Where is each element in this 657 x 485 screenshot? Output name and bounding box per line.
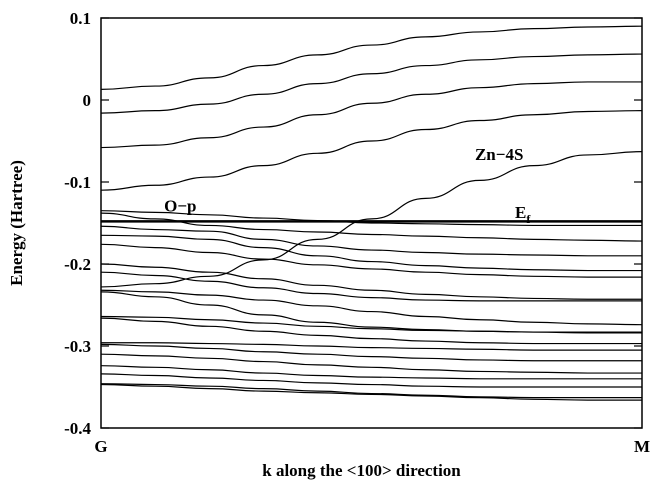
plot-frame (100, 17, 643, 429)
fermi-e-label: E (515, 203, 526, 222)
band-line (100, 353, 642, 374)
band-line (100, 151, 643, 288)
y-tick-label: -0.1 (64, 173, 91, 192)
y-tick-label: -0.2 (64, 255, 91, 274)
band-line (100, 343, 642, 362)
x-tick-label: G (94, 437, 107, 456)
x-tick-label: M (634, 437, 650, 456)
y-tick-label: -0.4 (64, 419, 91, 438)
band-line (100, 365, 642, 380)
band-line (100, 289, 643, 326)
band-line (100, 53, 643, 114)
y-tick-label: -0.3 (64, 337, 91, 356)
band-line (100, 210, 642, 227)
band-line (100, 25, 643, 90)
band-line (100, 317, 642, 345)
band-line (100, 243, 642, 278)
band-line (100, 271, 642, 302)
y-tick-label: 0 (83, 91, 92, 110)
y-tick-label: 0.1 (70, 9, 91, 28)
x-axis-label: k along the <100> direction (262, 461, 461, 480)
fermi-subscript: f (526, 212, 531, 226)
band-line (100, 373, 642, 388)
y-axis-label: Energy (Hartree) (7, 160, 26, 286)
band-line (100, 110, 643, 191)
band-line (100, 81, 642, 149)
y-axis-ticks: 0.1 0 -0.1 -0.2 -0.3 -0.4 (64, 9, 642, 438)
band-line (100, 234, 642, 272)
band-line (100, 315, 642, 334)
band-line (100, 383, 642, 399)
band-line (100, 212, 643, 242)
band-line (100, 225, 642, 257)
band-line (100, 263, 642, 300)
band-line (100, 383, 642, 401)
annotation-o-p: O−p (164, 196, 196, 215)
annotation-zn-4s: Zn−4S (475, 145, 523, 164)
annotation-fermi-energy: Ef (515, 203, 531, 226)
band-line (101, 342, 642, 351)
band-lines (100, 25, 643, 401)
